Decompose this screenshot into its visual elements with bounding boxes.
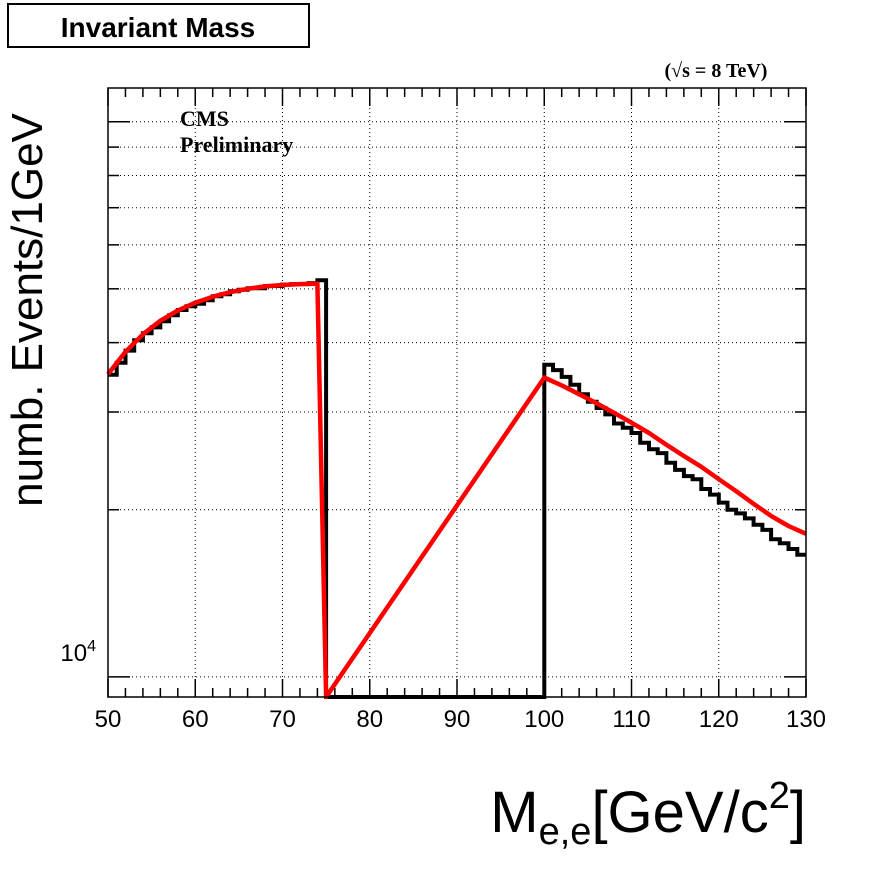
- x-tick-label: 90: [444, 706, 471, 733]
- fit-curve: [106, 281, 807, 700]
- title-box: [7, 3, 310, 48]
- x-tick-label: 60: [182, 706, 209, 733]
- x-tick-label: 120: [699, 706, 739, 733]
- annotation-preliminary: Preliminary: [180, 132, 293, 157]
- chart-title: Invariant Mass: [61, 12, 256, 43]
- x-tick-label: 130: [786, 706, 826, 733]
- plot-border: [107, 87, 807, 698]
- annotation-cms: CMS: [180, 106, 229, 131]
- grid-layer: [108, 88, 806, 697]
- x-tick-label: 80: [356, 706, 383, 733]
- x-tick-label: 50: [95, 706, 122, 733]
- x-axis-label-close: ]: [790, 780, 806, 845]
- x-axis-label-main: M: [490, 780, 538, 845]
- x-axis-label-sup: 2: [769, 775, 790, 817]
- x-axis-label: Me,e[GeV/c2]: [490, 775, 806, 853]
- y-tick-base: 10: [60, 640, 87, 667]
- x-tick-label: 70: [269, 706, 296, 733]
- x-tick-label: 100: [524, 706, 564, 733]
- y-tick-label: 104: [60, 638, 96, 667]
- x-tick-label: 110: [612, 706, 650, 733]
- x-axis-label-sub: e,e: [539, 811, 592, 853]
- energy-label: (√s = 8 TeV): [665, 60, 768, 82]
- x-axis-label-unit: [GeV/c: [591, 780, 768, 845]
- y-tick-exp: 4: [87, 638, 96, 655]
- y-axis-label: numb. Events/1GeV: [3, 112, 52, 506]
- x-tick-labels: 50 60 70 80 90 100 110 120 130: [95, 706, 826, 733]
